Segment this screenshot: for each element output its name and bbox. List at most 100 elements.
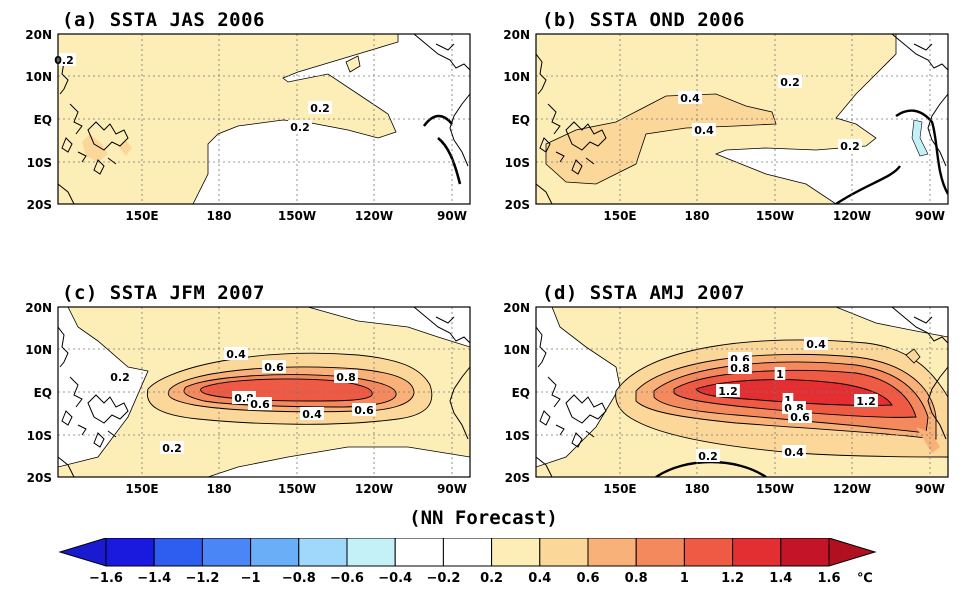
coastline <box>58 456 75 477</box>
lon-tick-label: 180 <box>206 209 231 223</box>
lon-tick-label: 120W <box>833 482 871 496</box>
coastline <box>555 424 565 436</box>
colorbar-tick-label: −0.8 <box>282 571 316 586</box>
lon-tick-label: 150W <box>756 209 794 223</box>
coastline <box>107 157 117 165</box>
colorbar-tick-label: 1.2 <box>721 571 744 586</box>
anomaly-0.4-patch <box>82 134 108 162</box>
coastline <box>585 157 595 165</box>
contour-label-bg <box>778 75 802 88</box>
contour-label-bg <box>838 139 862 152</box>
coastline <box>913 316 933 324</box>
anomaly-0.2-island <box>345 55 361 73</box>
coastline <box>58 183 75 204</box>
lat-tick-label: 20S <box>27 198 52 212</box>
lat-tick-label: 10S <box>27 156 52 170</box>
contour-label: 0.2 <box>54 54 74 67</box>
contour-label-bg <box>352 403 376 416</box>
contour-label-bg <box>300 407 324 420</box>
contour-label-bg <box>262 360 286 373</box>
colorbar-high-triangle <box>828 538 877 567</box>
contour-label-bg <box>160 441 184 454</box>
coastline <box>435 316 455 324</box>
coastline <box>413 34 470 71</box>
anomaly-below-0.2-region <box>58 307 149 468</box>
coastline <box>913 43 933 51</box>
contour-label-bg <box>854 394 878 407</box>
lat-tick-label: 10N <box>503 70 530 84</box>
colorbar-low-triangle <box>58 538 107 567</box>
contour-label-bg <box>782 393 794 406</box>
shading <box>58 34 470 204</box>
colorbar-tick-label: −0.2 <box>426 571 460 586</box>
map-border <box>535 33 949 205</box>
colorbar-swatch <box>298 538 348 567</box>
contour-label-bg <box>224 347 248 360</box>
colorbar-swatch <box>201 538 252 567</box>
contour-label: 0.2 <box>110 371 130 384</box>
map-border <box>57 306 471 478</box>
lon-tick-label: 180 <box>684 482 709 496</box>
lon-tick-label: 150W <box>756 482 794 496</box>
colorbar-swatch <box>587 538 637 567</box>
coastline <box>61 410 73 426</box>
contour-label: 0.2 <box>162 442 182 455</box>
lon-tick-label: 120W <box>355 482 393 496</box>
lon-tick-label: 120W <box>355 209 393 223</box>
contour-label-bg <box>108 370 132 383</box>
coastlines <box>536 307 948 477</box>
lat-tick-label: 20N <box>503 28 530 42</box>
colorbar-tick-label: 0.4 <box>528 571 551 586</box>
lon-tick-label: 120W <box>833 209 871 223</box>
lat-tick-label: 10N <box>25 343 52 357</box>
map-panel-b: 0.4 0.4 0.2 0.2 20N 10N EQ 10S 20S 150E 180 150W 120… <box>503 28 949 223</box>
contour-label-bg <box>248 397 272 410</box>
contour-label-bg <box>716 384 740 397</box>
contour-label: 0.4 <box>784 446 804 459</box>
contour-label: 0.6 <box>264 361 284 374</box>
contour-label: 0.4 <box>694 124 714 137</box>
map-c-svg: 0.40.60.80.80.60.4 0.60.20.220N10NEQ10S20… <box>25 301 471 496</box>
contour-label-bg <box>678 91 702 104</box>
colorbar-tick-label: −1.2 <box>185 571 219 586</box>
colorbar-tick-label: −1 <box>241 571 261 586</box>
coastline <box>93 432 105 448</box>
lat-tick-label: EQ <box>512 113 530 127</box>
shading <box>58 307 470 477</box>
colorbar-tick-label: −1.6 <box>89 571 123 586</box>
contour-label: 0.2 <box>780 76 800 89</box>
coastline <box>547 103 561 135</box>
colorbar-tick-label: 1 <box>680 571 689 586</box>
anomaly-patch <box>916 427 940 453</box>
contour-label-bg <box>782 445 806 458</box>
coastline <box>536 183 553 204</box>
colorbar-tick-label: 0.8 <box>625 571 648 586</box>
coastline <box>536 53 547 95</box>
anomaly-below-0.2-region <box>307 307 470 348</box>
colorbar-swatch <box>394 538 444 567</box>
zero-contour <box>422 114 454 127</box>
colorbar-tick-label: 1.6 <box>817 571 840 586</box>
contour-label-bg <box>696 449 720 462</box>
colorbar-swatch <box>250 538 300 567</box>
map-d-svg: 0.40.60.8 11.210.80.61.20.2 0.420N10NEQ10S… <box>503 301 949 496</box>
coastline <box>69 103 83 135</box>
zero-contour <box>835 165 901 204</box>
colorbar-swatch <box>491 538 541 567</box>
coastline <box>87 121 129 151</box>
contour-label: 0.2 <box>698 450 718 463</box>
panel-a-title: (a) SSTA JAS 2006 <box>62 9 265 31</box>
lat-tick-label: EQ <box>512 386 530 400</box>
anomaly-patch <box>905 348 921 364</box>
contour-label-bg <box>334 370 358 383</box>
coastline <box>93 159 105 175</box>
anomaly-1.2-region <box>695 379 893 406</box>
colorbar-swatch <box>732 538 782 567</box>
lon-tick-label: 180 <box>684 209 709 223</box>
lon-tick-label: 90W <box>437 209 467 223</box>
lon-tick-label: 150E <box>125 482 158 496</box>
coastline <box>555 151 565 163</box>
lon-tick-label: 180 <box>206 482 231 496</box>
anomaly-below-0.2-region <box>207 446 470 477</box>
coastline <box>87 394 129 424</box>
